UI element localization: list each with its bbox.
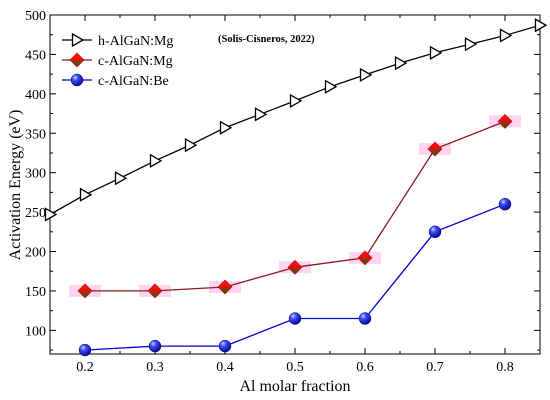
y-tick-label: 450 [25, 48, 46, 63]
point-h-algan-mg [499, 28, 513, 43]
point-h-algan-mg [464, 37, 478, 52]
point-h-algan-mg [44, 207, 58, 222]
point-h-algan-mg [254, 107, 268, 122]
point-h-algan-mg [394, 55, 408, 71]
point-c-algan-mg [147, 283, 163, 299]
point-c-algan-mg [357, 250, 373, 266]
x-tick-label: 0.6 [356, 360, 374, 375]
legend-label: c-AlGaN:Be [98, 74, 169, 89]
point-h-algan-mg [534, 18, 548, 33]
y-tick-label: 500 [25, 9, 46, 24]
y-tick-label: 350 [25, 127, 46, 142]
y-axis-title: Activation Energy (eV) [7, 110, 24, 261]
point-c-algan-be [218, 339, 232, 353]
plot-frame [49, 14, 541, 355]
y-tick-label: 300 [25, 167, 46, 182]
point-h-algan-mg [359, 67, 373, 83]
point-c-algan-be [428, 225, 442, 239]
point-h-algan-mg [114, 171, 128, 186]
y-tick-label: 200 [25, 246, 46, 261]
legend-label: c-AlGaN:Mg [98, 54, 173, 69]
point-c-algan-mg [217, 279, 233, 295]
point-h-algan-mg [184, 137, 198, 153]
point-c-algan-mg [427, 141, 443, 157]
x-tick-label: 0.7 [426, 360, 444, 375]
legend-marker-diamond [69, 52, 85, 68]
markers-layer [44, 18, 548, 357]
y-tick-label: 100 [25, 324, 46, 339]
legend-label: h-AlGaN:Mg [98, 34, 173, 49]
x-axis-title: Al molar fraction [239, 378, 350, 395]
y-tick-label: 250 [25, 206, 46, 221]
point-c-algan-mg [77, 283, 93, 299]
y-tick-label: 400 [25, 88, 46, 103]
legend-marker-triangle [71, 32, 85, 48]
point-h-algan-mg [429, 45, 443, 60]
point-c-algan-be [288, 312, 302, 325]
point-c-algan-be [358, 312, 372, 325]
x-tick-label: 0.2 [76, 360, 94, 375]
point-c-algan-mg [287, 259, 303, 275]
point-h-algan-mg [324, 79, 338, 94]
x-tick-label: 0.4 [216, 360, 234, 375]
x-tick-label: 0.5 [286, 360, 304, 375]
point-h-algan-mg [219, 120, 233, 135]
point-c-algan-be [148, 339, 162, 353]
point-h-algan-mg [149, 153, 163, 168]
source-annotation: (Solis-Cisneros, 2022) [218, 34, 315, 45]
legend: h-AlGaN:Mg c-AlGaN:Mg c-AlGaN:Be [62, 32, 173, 89]
point-h-algan-mg [289, 93, 303, 109]
point-c-algan-be [78, 343, 92, 357]
point-h-algan-mg [79, 187, 93, 202]
axes: 0.2 0.3 0.4 0.5 0.6 0.7 0.8 100 150 200 250 300 350 4… [25, 9, 540, 375]
x-tick-label: 0.3 [146, 360, 164, 375]
y-tick-label: 150 [25, 285, 46, 300]
point-c-algan-mg [497, 114, 513, 129]
point-c-algan-be [498, 197, 512, 211]
legend-marker-ball [70, 73, 84, 87]
x-tick-label: 0.8 [496, 360, 514, 375]
